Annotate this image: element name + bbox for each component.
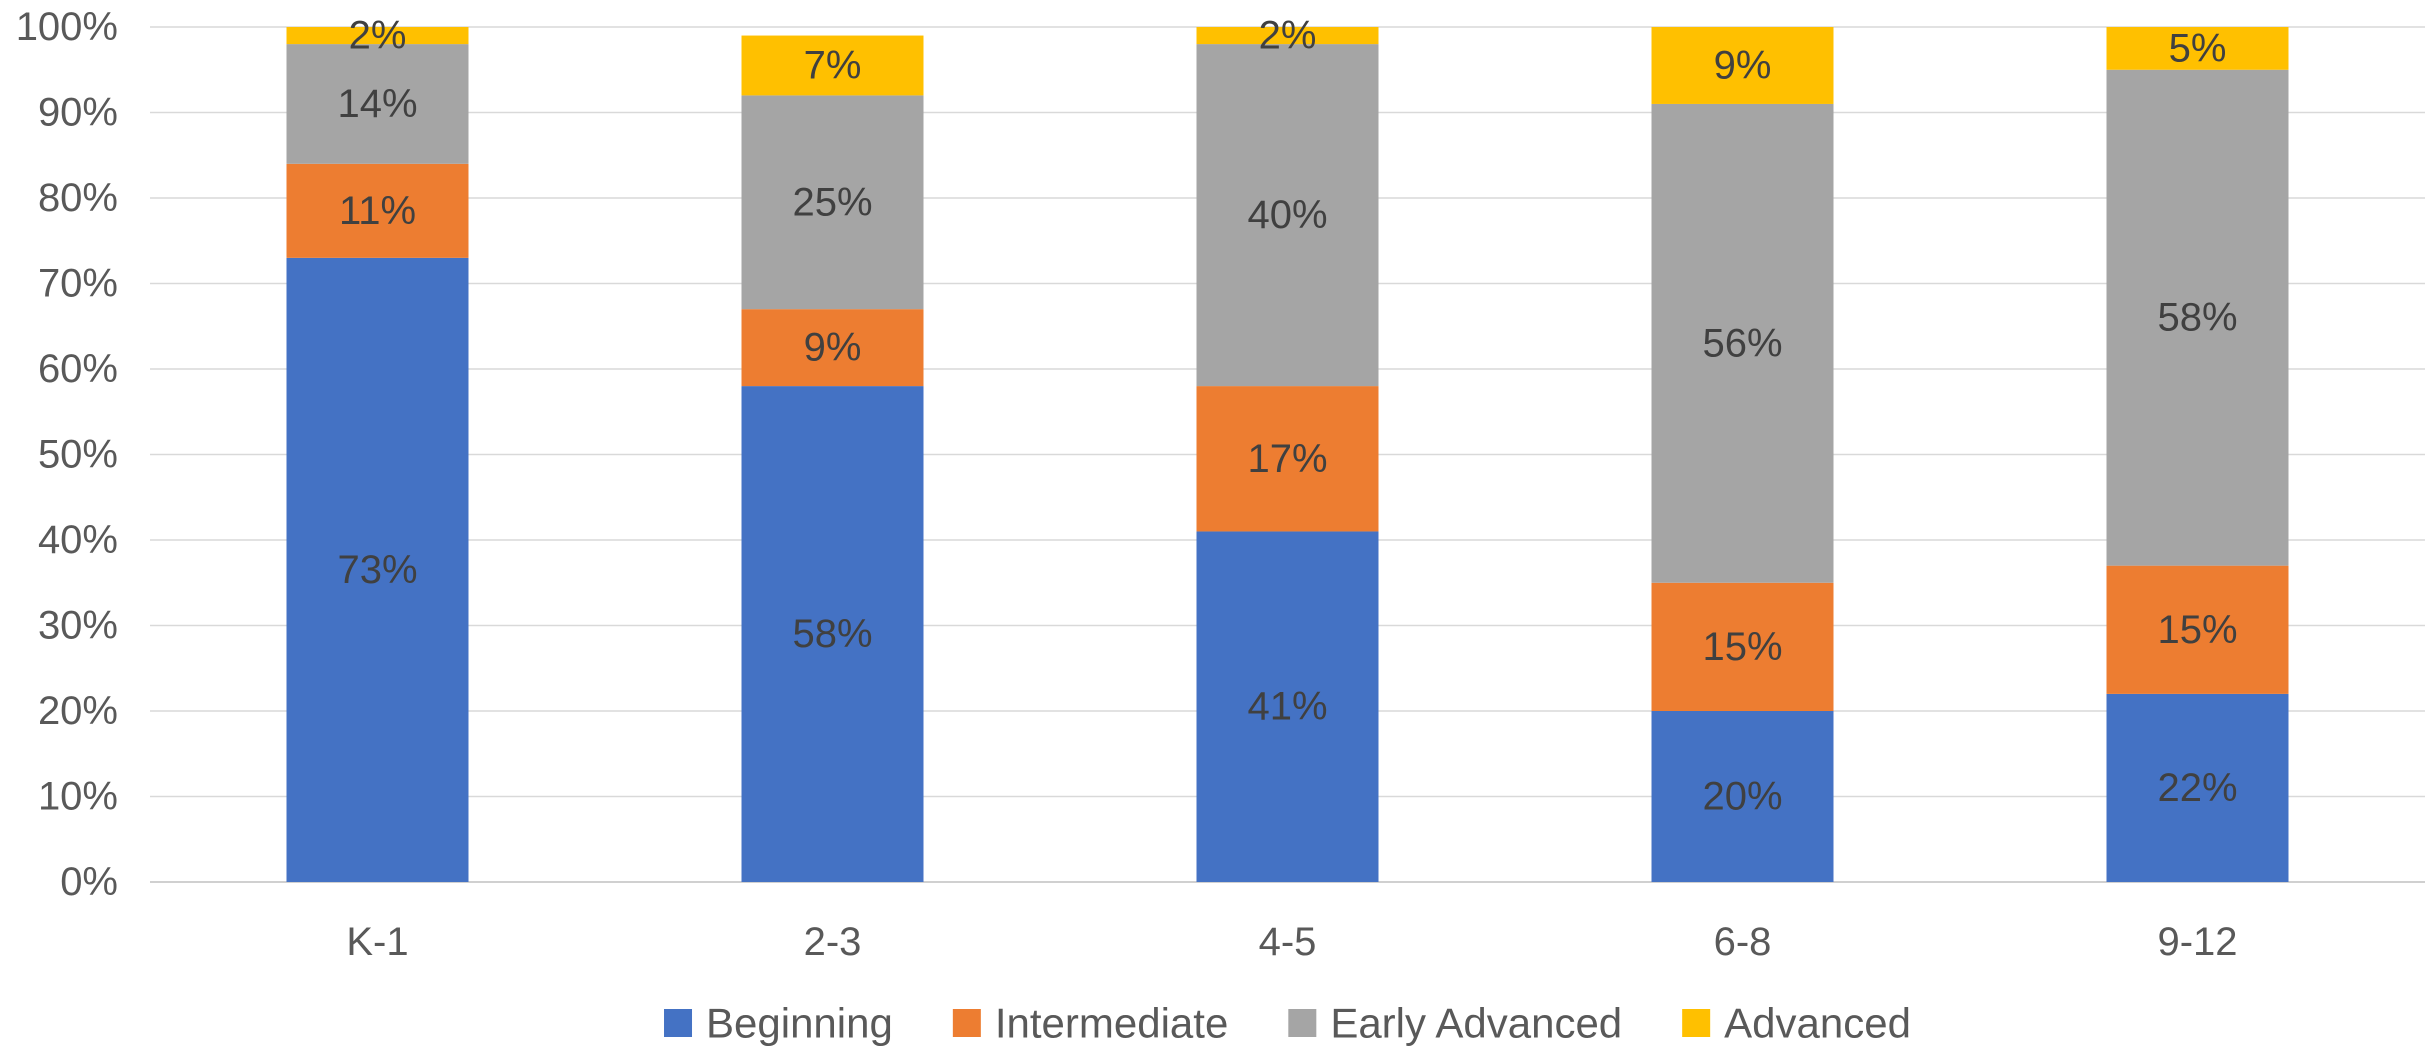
data-label-intermediate-2-3: 9%	[804, 326, 862, 370]
x-tick-label-6-8: 6-8	[1714, 920, 1772, 964]
legend-label-intermediate: Intermediate	[995, 1000, 1228, 1047]
data-label-intermediate-9-12: 15%	[2157, 608, 2237, 652]
y-tick-label: 20%	[38, 689, 118, 733]
y-axis-tick-labels: 0% 10% 20% 30% 40% 50% 60% 70% 80% 90% 100%	[16, 5, 118, 904]
data-label-intermediate-4-5: 17%	[1247, 437, 1327, 481]
data-label-beginning-k-1: 73%	[337, 548, 417, 592]
bar-beginning-6-8	[1651, 711, 1834, 882]
y-tick-label: 30%	[38, 604, 118, 648]
bar-early-advanced-9-12	[2106, 69, 2289, 566]
bar-intermediate-2-3	[741, 309, 924, 387]
bar-beginning-4-5	[1196, 531, 1379, 882]
bar-intermediate-6-8	[1651, 582, 1834, 711]
data-label-beginning-2-3: 58%	[792, 612, 872, 656]
legend-item-advanced: Advanced	[1682, 1000, 1911, 1047]
bar-beginning-k-1	[286, 257, 469, 883]
data-label-early-advanced-k-1: 14%	[337, 82, 417, 126]
legend-swatch-beginning	[664, 1009, 693, 1037]
data-label-early-advanced-2-3: 25%	[792, 180, 872, 224]
data-label-intermediate-k-1: 11%	[339, 189, 416, 233]
data-label-beginning-4-5: 41%	[1247, 685, 1327, 729]
legend-label-beginning: Beginning	[706, 1000, 893, 1047]
data-label-advanced-2-3: 7%	[804, 43, 862, 87]
bar-early-advanced-2-3	[741, 95, 924, 310]
legend-swatch-early-advanced	[1288, 1009, 1317, 1037]
legend-label-early-advanced: Early Advanced	[1330, 1000, 1622, 1047]
bar-intermediate-9-12	[2106, 565, 2289, 694]
legend-swatch-intermediate	[952, 1009, 981, 1037]
x-tick-label-4-5: 4-5	[1259, 920, 1317, 964]
bar-advanced-9-12	[2106, 27, 2289, 70]
data-label-advanced-6-8: 9%	[1714, 43, 1772, 87]
bar-intermediate-k-1	[286, 163, 469, 258]
y-tick-label: 70%	[38, 262, 118, 306]
data-label-advanced-4-5: 2%	[1259, 14, 1317, 58]
data-label-early-advanced-6-8: 56%	[1702, 321, 1782, 365]
data-label-beginning-6-8: 20%	[1702, 775, 1782, 819]
data-label-advanced-k-1: 2%	[349, 14, 407, 58]
legend: Beginning Intermediate Early Advanced Advan…	[664, 1000, 1911, 1047]
data-label-advanced-9-12: 5%	[2169, 26, 2227, 70]
data-label-early-advanced-4-5: 40%	[1247, 193, 1327, 237]
legend-item-early-advanced: Early Advanced	[1288, 1000, 1622, 1047]
bar-intermediate-4-5	[1196, 386, 1379, 532]
bars	[286, 27, 2289, 883]
legend-item-beginning: Beginning	[664, 1000, 893, 1047]
data-labels: 73% 11% 14% 2% 58% 9% 25% 7% 41% 17% 40% 2% 20% 15% 56…	[337, 14, 2237, 819]
y-tick-label: 80%	[38, 176, 118, 220]
y-tick-label: 90%	[38, 91, 118, 135]
legend-item-intermediate: Intermediate	[952, 1000, 1228, 1047]
x-tick-label-9-12: 9-12	[2157, 920, 2237, 964]
bar-advanced-4-5	[1196, 27, 1379, 45]
data-label-intermediate-6-8: 15%	[1702, 625, 1782, 669]
bar-early-advanced-4-5	[1196, 44, 1379, 387]
bar-advanced-k-1	[286, 27, 469, 45]
legend-swatch-advanced	[1682, 1009, 1711, 1037]
data-label-beginning-9-12: 22%	[2157, 766, 2237, 810]
bar-early-advanced-k-1	[286, 44, 469, 164]
x-tick-label-k-1: K-1	[346, 920, 408, 964]
y-tick-label: 60%	[38, 347, 118, 391]
bar-beginning-2-3	[741, 386, 924, 882]
x-axis-tick-labels: K-1 2-3 4-5 6-8 9-12	[346, 920, 2237, 964]
bar-advanced-2-3	[741, 35, 924, 96]
y-tick-label: 40%	[38, 518, 118, 562]
data-label-early-advanced-9-12: 58%	[2157, 296, 2237, 340]
legend-label-advanced: Advanced	[1724, 1000, 1911, 1047]
bar-advanced-6-8	[1651, 27, 1834, 104]
y-tick-label: 10%	[38, 775, 118, 819]
y-tick-label: 50%	[38, 433, 118, 477]
bar-early-advanced-6-8	[1651, 103, 1834, 583]
y-tick-label: 0%	[60, 860, 118, 904]
y-tick-label: 100%	[16, 5, 118, 49]
bar-beginning-9-12	[2106, 693, 2289, 882]
x-tick-label-2-3: 2-3	[804, 920, 862, 964]
